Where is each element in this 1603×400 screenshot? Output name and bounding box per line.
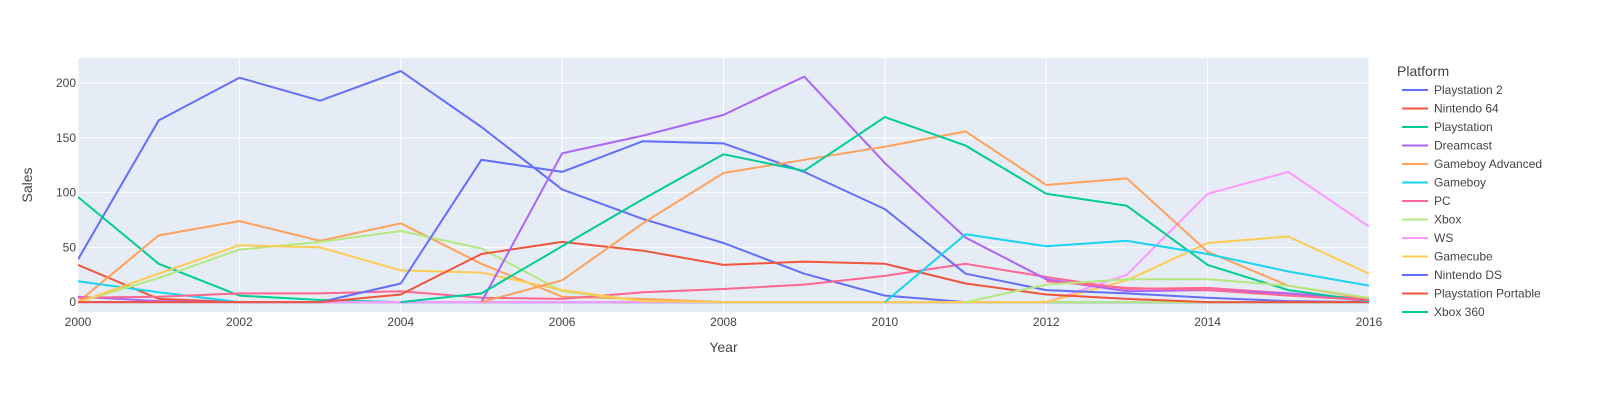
legend-item[interactable]: Playstation	[1402, 120, 1493, 134]
y-tick-label: 50	[63, 240, 77, 254]
legend-item[interactable]: Dreamcast	[1402, 139, 1493, 153]
legend-item[interactable]: WS	[1402, 231, 1453, 245]
legend-item[interactable]: Xbox 360	[1402, 305, 1485, 319]
legend-label: Playstation Portable	[1434, 287, 1541, 301]
x-tick-label: 2002	[226, 315, 253, 329]
series-line[interactable]	[78, 235, 1369, 304]
legend-label: Dreamcast	[1434, 139, 1493, 153]
x-tick-label: 2008	[710, 315, 737, 329]
legend-label: Xbox 360	[1434, 305, 1485, 319]
x-tick-label: 2014	[1194, 315, 1221, 329]
y-tick-label: 0	[69, 295, 76, 309]
legend-label: Playstation	[1434, 120, 1493, 134]
legend-label: PC	[1434, 194, 1451, 208]
x-tick-label: 2004	[387, 315, 414, 329]
legend-label: Nintendo DS	[1434, 268, 1502, 282]
legend-item[interactable]: Playstation 2	[1402, 83, 1503, 97]
series-lines	[78, 70, 1369, 304]
legend-items: Playstation 2 Nintendo 64 Playstation Dream…	[1402, 83, 1542, 319]
legend-label: Nintendo 64	[1434, 102, 1499, 116]
legend-item[interactable]: Nintendo DS	[1402, 268, 1502, 282]
y-tick-label: 200	[56, 76, 76, 90]
y-tick-label: 100	[56, 186, 76, 200]
legend-item[interactable]: Playstation Portable	[1402, 287, 1541, 301]
legend-label: Playstation 2	[1434, 83, 1503, 97]
legend-item[interactable]: Xbox	[1402, 213, 1461, 227]
legend-label: Gameboy	[1434, 176, 1486, 190]
y-axis-ticks: 0 50 100 150 200	[56, 76, 76, 309]
series-line[interactable]	[1046, 280, 1369, 301]
legend-title: Platform	[1397, 63, 1449, 79]
series-line[interactable]	[400, 116, 1369, 304]
y-tick-label: 150	[56, 131, 76, 145]
legend-item[interactable]: PC	[1402, 194, 1451, 208]
x-tick-label: 2012	[1033, 315, 1060, 329]
legend-label: Gameboy Advanced	[1434, 157, 1542, 171]
x-tick-label: 2016	[1356, 315, 1383, 329]
legend-item[interactable]: Gameboy	[1402, 176, 1486, 190]
series-line[interactable]	[78, 240, 1369, 304]
legend-label: Xbox	[1434, 213, 1461, 227]
y-axis-title: Sales	[19, 167, 35, 202]
series-line[interactable]	[965, 278, 1369, 304]
x-axis-ticks: 2000 2002 2004 2006 2008 2010 2012 2014 2016	[65, 315, 1383, 329]
legend-item[interactable]: Nintendo 64	[1402, 102, 1499, 116]
legend-item[interactable]: Gameboy Advanced	[1402, 157, 1542, 171]
x-tick-label: 2010	[872, 315, 899, 329]
series-line[interactable]	[884, 233, 1369, 303]
legend-label: WS	[1434, 231, 1453, 245]
legend-label: Gamecube	[1434, 250, 1493, 264]
legend-item[interactable]: Gamecube	[1402, 250, 1493, 264]
x-tick-label: 2000	[65, 315, 92, 329]
x-axis-title: Year	[709, 339, 738, 355]
x-tick-label: 2006	[549, 315, 576, 329]
